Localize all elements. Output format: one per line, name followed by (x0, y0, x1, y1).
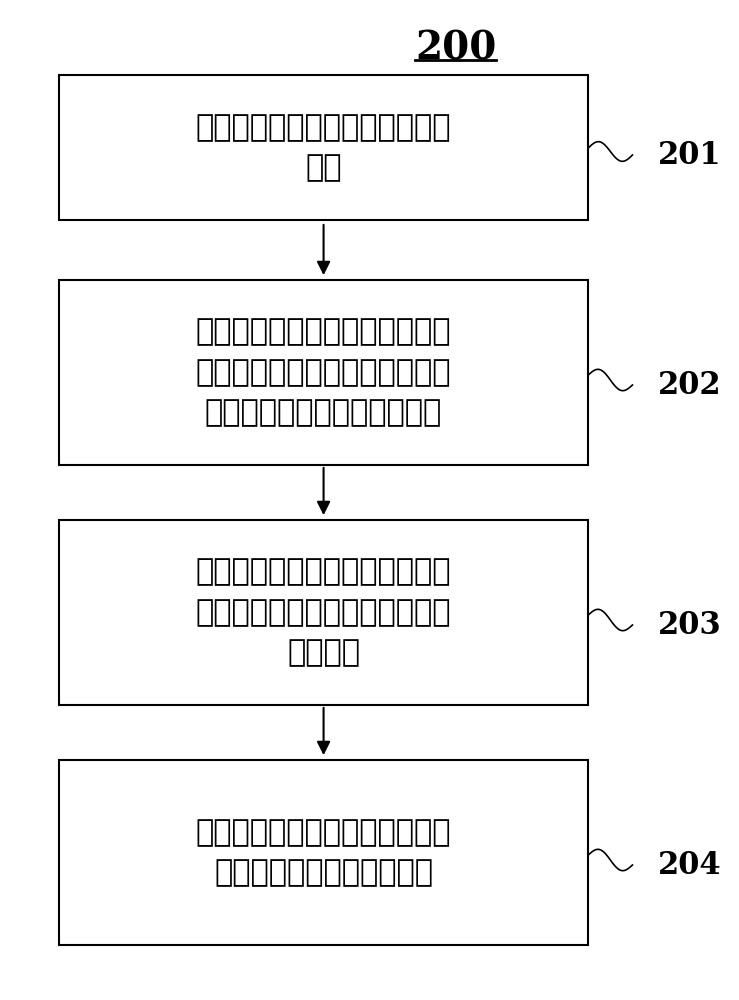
FancyBboxPatch shape (59, 760, 588, 945)
Text: 基于上述寻址结果和预先生成的
区域库，生成上述目标设备的短
报文信息: 基于上述寻址结果和预先生成的 区域库，生成上述目标设备的短 报文信息 (196, 558, 452, 668)
FancyBboxPatch shape (59, 280, 588, 465)
Text: 200: 200 (415, 30, 497, 68)
Text: 202: 202 (658, 369, 722, 400)
Text: 204: 204 (658, 850, 722, 880)
Text: 基于预定推送方式，将上述短报
文信息推送至上述目标设备: 基于预定推送方式，将上述短报 文信息推送至上述目标设备 (196, 818, 452, 887)
Text: 201: 201 (658, 139, 722, 170)
FancyBboxPatch shape (59, 75, 588, 220)
Text: 203: 203 (658, 609, 722, 641)
FancyBboxPatch shape (59, 520, 588, 705)
Text: 对目标设备进行定位，得到定位
结果: 对目标设备进行定位，得到定位 结果 (196, 113, 452, 182)
Text: 基于上述定位结果，第一寻址方
法和第二寻址方法，对上述目标
设备进行寻址，得到寻址结果: 基于上述定位结果，第一寻址方 法和第二寻址方法，对上述目标 设备进行寻址，得到寻… (196, 317, 452, 427)
